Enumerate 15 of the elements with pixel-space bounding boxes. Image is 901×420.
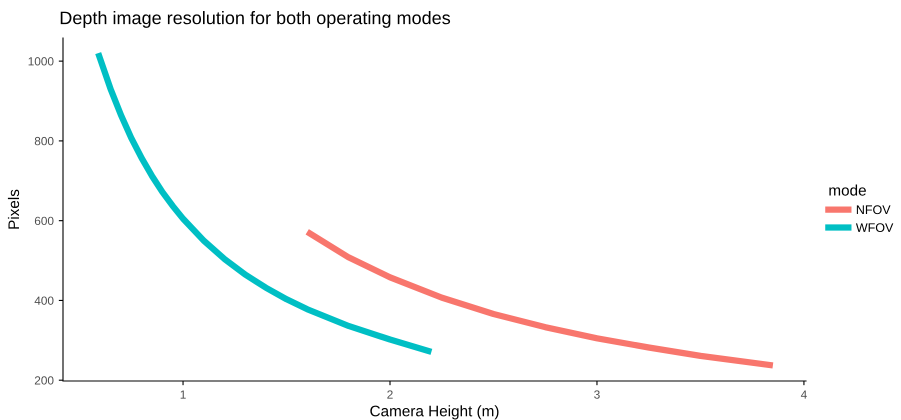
x-tick-label: 2 [387, 390, 393, 399]
chart-title: Depth image resolution for both operating modes [60, 11, 450, 28]
y-tick-label: 200 [34, 376, 54, 385]
y-tick-label: 1000 [28, 57, 54, 66]
legend-label: NFOV [856, 205, 891, 214]
legend-title: mode [829, 184, 866, 196]
y-axis-title: Pixels [8, 190, 20, 229]
legend-label: WFOV [856, 223, 894, 232]
y-tick-label: 600 [34, 216, 54, 226]
y-tick-label: 800 [34, 136, 54, 146]
x-tick-label: 3 [594, 390, 600, 399]
y-tick-label: 400 [34, 296, 54, 305]
x-tick-label: 1 [180, 390, 186, 399]
x-axis-title: Camera Height (m) [370, 405, 498, 420]
x-tick-label: 4 [800, 390, 807, 399]
